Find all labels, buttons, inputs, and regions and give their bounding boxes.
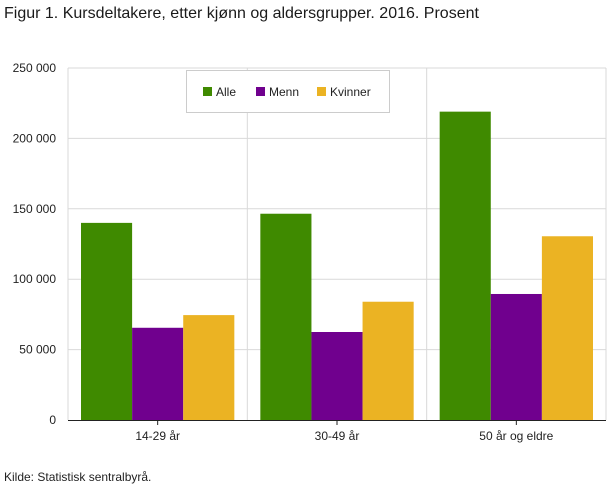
legend: Alle Menn Kvinner: [186, 70, 390, 113]
source-note: Kilde: Statistisk sentralbyrå.: [4, 470, 152, 484]
y-tick-label: 250 000: [13, 61, 57, 75]
bar-alle: [439, 111, 491, 420]
bar-alle: [81, 222, 133, 420]
bar-kvinner: [541, 236, 593, 420]
x-tick-label: 50 år og eldre: [479, 429, 553, 443]
legend-label: Menn: [269, 85, 299, 99]
legend-label: Kvinner: [330, 85, 371, 99]
bar-menn: [311, 332, 363, 420]
bar-kvinner: [362, 301, 414, 420]
y-tick-label: 100 000: [13, 272, 57, 286]
x-tick-label: 14-29 år: [135, 429, 180, 443]
legend-swatch: [256, 87, 265, 96]
x-axis: 14-29 år 30-49 år 50 år og eldre: [68, 420, 606, 443]
legend-swatch: [317, 87, 326, 96]
y-tick-label: 50 000: [19, 343, 56, 357]
bar-alle: [260, 213, 312, 420]
y-tick-label: 150 000: [13, 202, 57, 216]
bar-menn: [132, 327, 184, 420]
bars: [81, 111, 593, 420]
x-tick-label: 30-49 år: [315, 429, 360, 443]
y-axis: 0 50 000 100 000 150 000 200 000 250 000: [13, 61, 57, 427]
legend-label: Alle: [216, 85, 236, 99]
legend-swatch: [203, 87, 212, 96]
legend-box: [186, 70, 390, 113]
y-tick-label: 200 000: [13, 131, 57, 145]
y-tick-label: 0: [49, 413, 56, 427]
bar-menn: [490, 293, 542, 420]
bar-kvinner: [183, 315, 235, 420]
chart-title: Figur 1. Kursdeltakere, etter kjønn og a…: [4, 5, 479, 22]
